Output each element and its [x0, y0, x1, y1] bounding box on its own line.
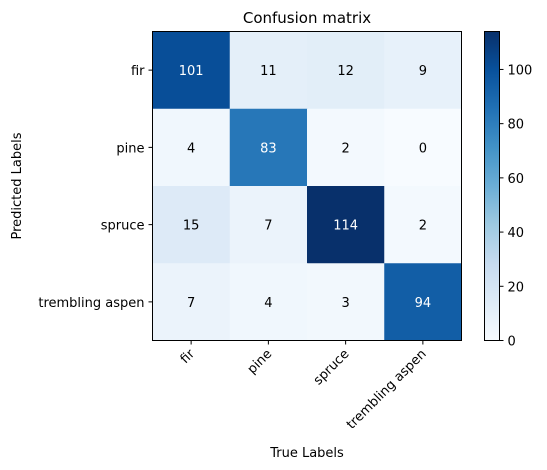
x-tick-label: fir — [178, 346, 199, 367]
cell-value-label: 11 — [260, 64, 277, 79]
heatmap-cell — [384, 31, 462, 110]
x-tick-label: trembling aspen — [344, 347, 430, 433]
cell-value-label: 15 — [183, 219, 200, 234]
colorbar — [484, 31, 500, 341]
heatmap-cell — [384, 186, 462, 264]
heatmap-cell — [384, 263, 462, 341]
cell-value-label: 7 — [187, 296, 195, 311]
y-tick-label: spruce — [101, 219, 145, 234]
cell-value-label: 12 — [337, 64, 354, 79]
heatmap-cell — [152, 263, 231, 341]
cell-value-label: 9 — [419, 64, 427, 79]
colorbar-ticks: 0 20 40 60 80 100 — [499, 63, 533, 350]
heatmap-cell — [152, 186, 231, 264]
cell-value-label: 2 — [341, 141, 349, 156]
heatmap-cell-labels: 101 11 12 94 83 2 015 7 114 27 4 3 94 — [179, 64, 431, 311]
heatmap-cell — [307, 263, 385, 341]
colorbar-tick-label: 60 — [508, 172, 525, 187]
cell-value-label: 4 — [264, 296, 272, 311]
y-axis-ticks: fir pine spruce trembling aspen — [38, 64, 153, 311]
x-tick-label: pine — [245, 347, 275, 377]
colorbar-tick-label: 80 — [508, 118, 525, 133]
chart-title: Confusion matrix — [243, 9, 371, 27]
heatmap-cell — [229, 31, 308, 110]
heatmap-cell — [384, 108, 462, 187]
cell-value-label: 114 — [333, 219, 358, 234]
colorbar-tick-label: 20 — [508, 280, 525, 295]
cell-value-label: 101 — [179, 64, 204, 79]
y-tick-label: pine — [116, 141, 144, 156]
heatmap-cell — [152, 31, 231, 110]
cell-value-label: 3 — [341, 296, 349, 311]
y-tick-label: trembling aspen — [38, 296, 144, 311]
cell-value-label: 94 — [415, 296, 432, 311]
heatmap-cell — [229, 263, 308, 341]
heatmap-cell — [307, 31, 385, 110]
heatmap-cells — [152, 31, 462, 341]
x-axis-label: True Labels — [269, 446, 344, 461]
heatmap-cell — [229, 186, 308, 264]
heatmap-cell — [152, 108, 231, 187]
plot-frame — [152, 31, 462, 341]
colorbar-tick-label: 40 — [508, 226, 525, 241]
cell-value-label: 2 — [419, 219, 427, 234]
x-tick-label: spruce — [311, 347, 353, 389]
colorbar-tick-label: 0 — [508, 335, 516, 350]
cell-value-label: 83 — [260, 141, 277, 156]
cell-value-label: 7 — [264, 219, 272, 234]
y-tick-label: fir — [131, 64, 145, 79]
heatmap-cell — [307, 108, 385, 187]
cell-value-label: 4 — [187, 141, 195, 156]
cell-value-label: 0 — [419, 141, 427, 156]
y-axis-label: Predicted Labels — [10, 132, 25, 239]
heatmap-cell — [307, 186, 385, 264]
colorbar-tick-label: 100 — [508, 63, 533, 78]
heatmap-cell — [229, 108, 308, 187]
